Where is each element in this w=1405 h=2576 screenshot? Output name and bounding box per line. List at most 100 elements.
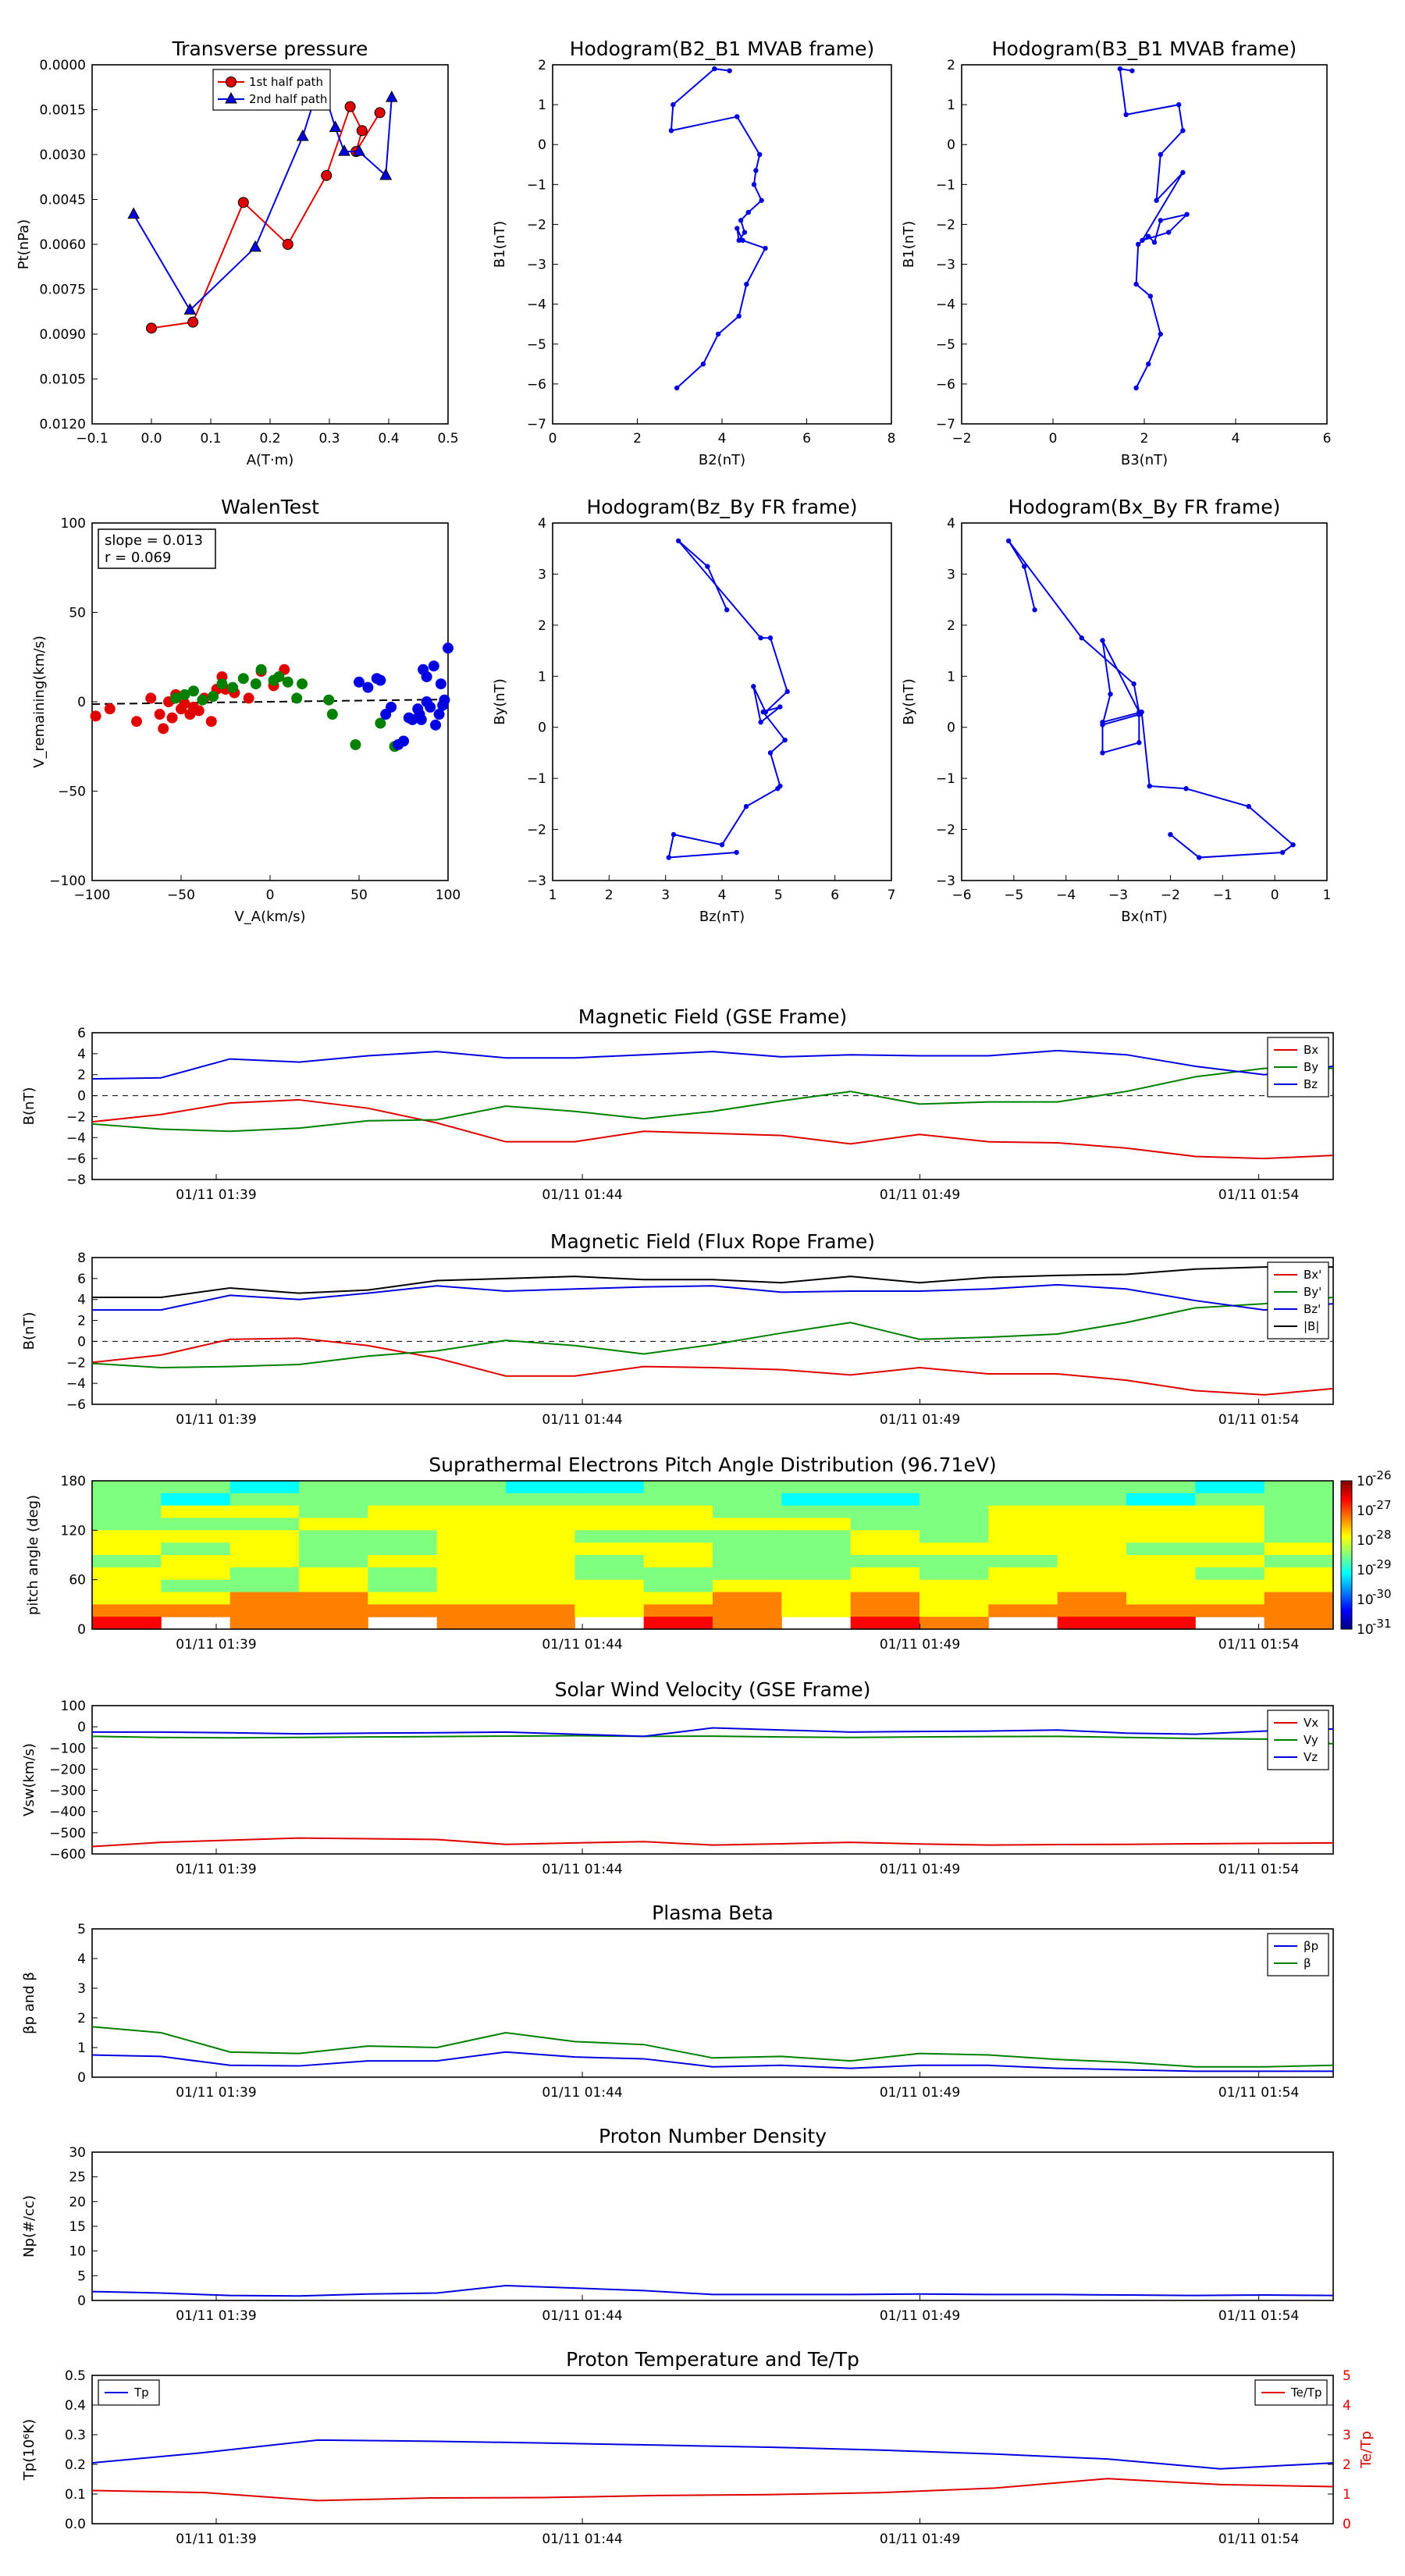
data-point bbox=[1100, 638, 1105, 643]
ytick-label: 0.5 bbox=[65, 2368, 86, 2384]
heatmap-cell bbox=[643, 1530, 713, 1543]
heatmap-cell bbox=[919, 1567, 989, 1581]
series-line-Te/Tp bbox=[91, 2478, 1334, 2502]
heatmap-cell bbox=[1195, 1555, 1265, 1568]
data-point bbox=[670, 101, 676, 108]
heatmap-cell bbox=[713, 1617, 782, 1630]
heatmap-cell bbox=[919, 1604, 989, 1617]
heatmap-cell bbox=[1057, 1505, 1127, 1518]
heatmap-cell bbox=[919, 1579, 989, 1592]
heatmap-cell bbox=[781, 1530, 852, 1543]
data-point bbox=[1131, 681, 1136, 687]
legend-box bbox=[1267, 1037, 1329, 1098]
xtick-label: 0.3 bbox=[318, 431, 340, 447]
heatmap-cell bbox=[436, 1617, 507, 1630]
ytick-label: −6 bbox=[936, 377, 955, 393]
xtick-label: 0.2 bbox=[259, 431, 280, 447]
ytick-label: 3 bbox=[947, 567, 955, 582]
heatmap-cell bbox=[299, 1567, 368, 1581]
data-point bbox=[1032, 607, 1037, 613]
xtick-label: 0 bbox=[266, 888, 275, 903]
series-line-Bz bbox=[91, 1049, 1334, 1080]
ytick-label: 0 bbox=[77, 695, 86, 710]
legend-label: Tp bbox=[133, 2386, 149, 2400]
xtick-label: 100 bbox=[436, 888, 461, 903]
heatmap-cell bbox=[436, 1542, 507, 1556]
data-point bbox=[670, 831, 677, 838]
data-point bbox=[338, 144, 350, 156]
heatmap-cell bbox=[1264, 1567, 1334, 1581]
colorbar-tick-label: 10 bbox=[1357, 1622, 1374, 1638]
heatmap-cell bbox=[713, 1604, 782, 1617]
ytick-label: 50 bbox=[69, 606, 86, 621]
heatmap-cell bbox=[1264, 1604, 1334, 1617]
heatmap-cell bbox=[1195, 1493, 1265, 1507]
heatmap-cell bbox=[1057, 1592, 1127, 1605]
series-line-Bz' bbox=[92, 1283, 1334, 1311]
series-line-βp bbox=[91, 2051, 1333, 2073]
magnetic-field-gse-chart: Magnetic Field (GSE Frame) 6 4 2 0 −2 −4 −6 −8 01… bbox=[21, 1005, 1334, 1203]
heatmap-cell bbox=[781, 1604, 852, 1617]
ytick-label-right: 1 bbox=[1343, 2487, 1351, 2503]
xtick-label: 1 bbox=[549, 888, 557, 903]
heatmap-cell bbox=[1195, 1567, 1265, 1581]
xtick-label: 6 bbox=[802, 431, 811, 447]
legend-label: |B| bbox=[1304, 1319, 1319, 1333]
proton-temperature-frame bbox=[91, 2375, 1334, 2524]
ytick-label: −3 bbox=[527, 873, 546, 889]
series-line-Bx bbox=[91, 1098, 1334, 1160]
xtick-label: 01/11 01:39 bbox=[176, 2085, 256, 2101]
data-point bbox=[719, 842, 725, 848]
data-point bbox=[760, 709, 766, 715]
heatmap-cell bbox=[229, 1567, 300, 1581]
ytick-label: 0.0030 bbox=[40, 148, 86, 163]
heatmap-cell bbox=[299, 1493, 368, 1507]
heatmap-cell bbox=[643, 1481, 713, 1494]
xtick-label: 01/11 01:49 bbox=[880, 2085, 960, 2101]
ytick-label: 4 bbox=[77, 1293, 86, 1308]
heatmap-cell bbox=[850, 1542, 920, 1556]
data-point bbox=[1108, 691, 1113, 697]
colorbar-tick-label: 10 bbox=[1357, 1474, 1374, 1489]
heatmap-cell bbox=[643, 1567, 713, 1581]
data-point bbox=[1147, 783, 1152, 789]
heatmap-cell bbox=[781, 1567, 852, 1581]
chart-title: Hodogram(B2_B1 MVAB frame) bbox=[570, 37, 875, 60]
heatmap-cell bbox=[781, 1493, 852, 1507]
heatmap-cell bbox=[988, 1579, 1058, 1592]
pitch-angle-distribution-chart: Suprathermal Electrons Pitch Angle Distr… bbox=[25, 1453, 1392, 1653]
xtick-label: 01/11 01:39 bbox=[176, 1412, 256, 1428]
data-point bbox=[205, 716, 217, 728]
ytick-label: −7 bbox=[936, 417, 955, 432]
heatmap-cell bbox=[299, 1505, 368, 1518]
colorbar-bar bbox=[1340, 1480, 1353, 1630]
data-point bbox=[757, 151, 763, 158]
heatmap-cell bbox=[506, 1542, 575, 1556]
data-point bbox=[742, 229, 748, 235]
legend-label: By bbox=[1304, 1060, 1318, 1074]
heatmap-cell bbox=[1195, 1530, 1265, 1543]
ytick-label: −6 bbox=[66, 1397, 86, 1413]
data-point bbox=[243, 692, 254, 704]
heatmap-cell bbox=[713, 1542, 782, 1556]
chart-title: Magnetic Field (Flux Rope Frame) bbox=[550, 1230, 875, 1253]
data-point bbox=[435, 678, 446, 690]
legend-right: Te/Tp bbox=[1254, 2379, 1328, 2406]
heatmap-cell bbox=[574, 1604, 645, 1617]
data-point bbox=[751, 182, 757, 187]
data-point bbox=[421, 696, 432, 707]
hodogram-bz-by-chart: Hodogram(Bz_By FR frame) 1 2 3 4 5 6 7 4 3 2 1 0 −1 −2… bbox=[492, 496, 895, 925]
series-line-By' bbox=[91, 1297, 1334, 1369]
xtick-label: 01/11 01:49 bbox=[880, 2308, 960, 2324]
heatmap-cell bbox=[850, 1592, 920, 1605]
data-point bbox=[1183, 786, 1189, 792]
heatmap-cell bbox=[919, 1481, 989, 1494]
heatmap-cell bbox=[919, 1542, 989, 1556]
series-line-β bbox=[91, 2026, 1334, 2068]
data-point bbox=[350, 738, 361, 750]
heatmap-cell bbox=[506, 1481, 575, 1494]
colorbar-tick-label: 10 bbox=[1357, 1503, 1374, 1519]
xtick-label: 01/11 01:39 bbox=[176, 2532, 256, 2547]
xtick-label: 01/11 01:39 bbox=[176, 1187, 256, 1203]
heatmap-cell bbox=[1126, 1579, 1196, 1592]
